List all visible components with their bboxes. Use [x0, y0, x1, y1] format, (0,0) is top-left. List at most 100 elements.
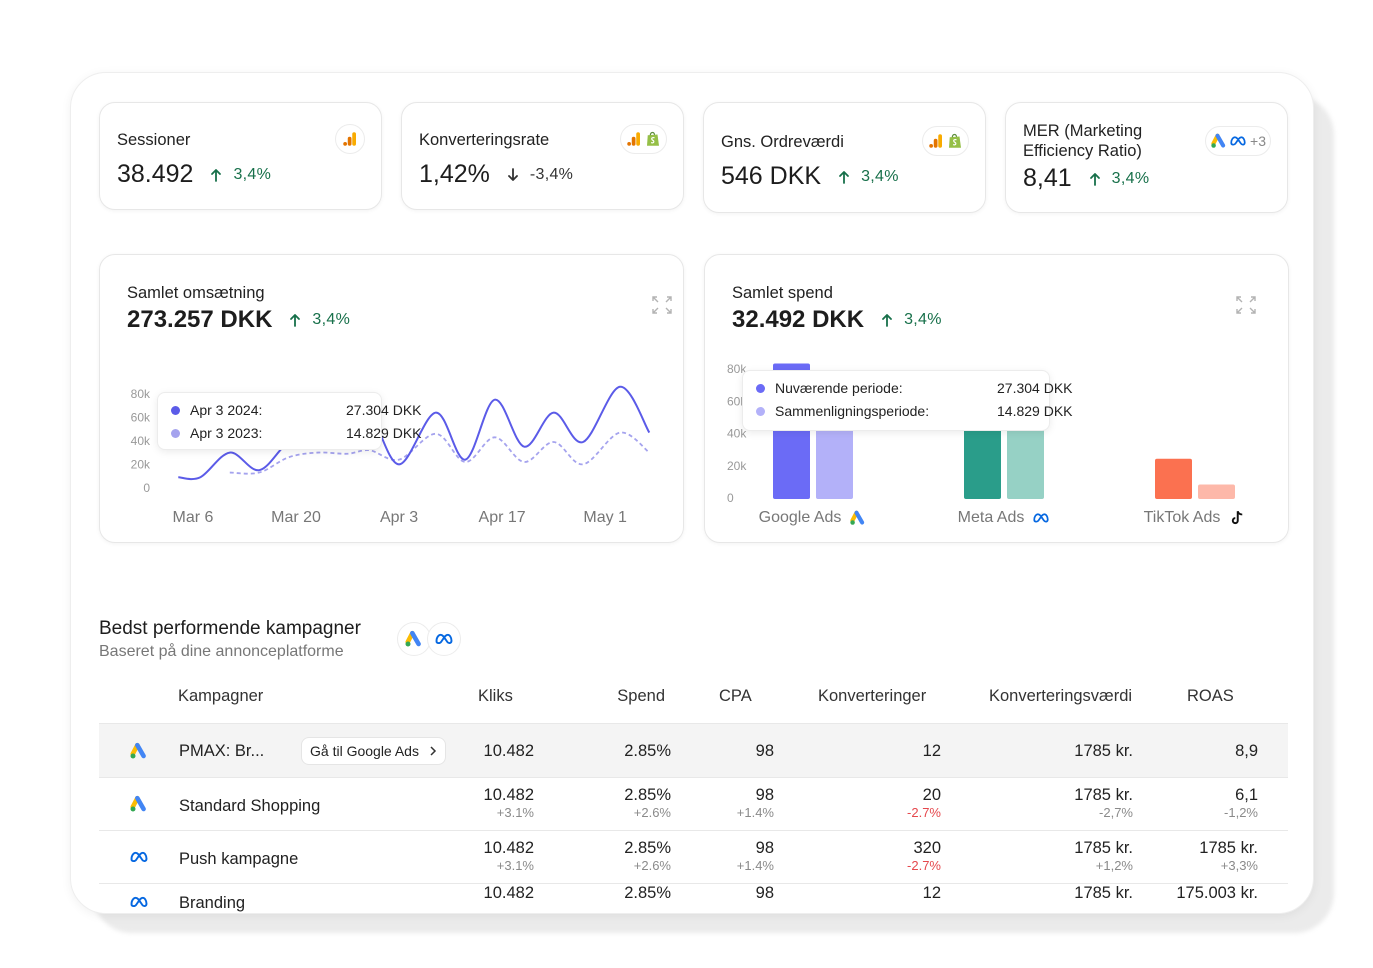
source-icons	[335, 124, 365, 154]
chevron	[430, 746, 437, 756]
cell-value: 12	[922, 884, 941, 902]
category-name: TikTok Ads	[1143, 509, 1221, 526]
change: 3,4%	[1111, 169, 1150, 187]
change: 3,4%	[233, 165, 272, 183]
icon-part	[211, 168, 222, 182]
kpi-card: MER (Marketing Efficiency Ratio) 8,41 3,4%…	[1005, 102, 1288, 213]
value-row: 1,42% -3,4%	[419, 160, 573, 189]
x-tick-label: May 1	[583, 509, 627, 526]
icon-part	[1232, 511, 1240, 525]
platform-icon	[949, 133, 961, 148]
cell-delta: -2.7%	[907, 858, 941, 873]
cell-value: 6,1	[1235, 786, 1258, 804]
value: 38.492	[117, 160, 194, 188]
dashboard: Sessioner 38.492 3,4% Konverteringsrate 1,42…	[70, 72, 1314, 914]
chart-title: Samlet spend	[732, 284, 833, 302]
icon-part	[130, 896, 148, 908]
icon-part	[636, 132, 640, 146]
icon-part	[929, 144, 933, 148]
cell-value: 2.85%	[624, 839, 671, 857]
cell-value: 10.482	[483, 839, 534, 857]
column-header: Spend	[617, 687, 665, 705]
cell-delta: -2.7%	[907, 805, 941, 820]
platform-icon	[647, 131, 659, 146]
tooltip-dot	[756, 407, 765, 416]
cell-value: 320	[913, 839, 941, 857]
value: 32.492 DKK	[732, 306, 865, 333]
icon-part	[1230, 136, 1246, 146]
trend-arrow	[1089, 172, 1100, 186]
icon-part	[410, 630, 421, 647]
campaign-name: PMAX: Br...	[179, 742, 265, 760]
cell-delta: +3,3%	[1220, 858, 1258, 873]
trend-arrow	[290, 314, 301, 327]
expand-button[interactable]	[1235, 295, 1257, 315]
kpi-card: Konverteringsrate 1,42% -3,4%	[401, 102, 684, 210]
cell-value: 1785 kr.	[1074, 742, 1133, 760]
tooltip-value: 14.829 DKK	[997, 403, 1073, 419]
cell-delta: +2.6%	[633, 858, 671, 873]
cell-value: 98	[755, 786, 774, 804]
category-label: TikTok Ads	[1105, 509, 1285, 527]
action-button[interactable]: Gå til Google Ads	[301, 737, 446, 765]
tooltip-label: Apr 3 2023:	[190, 425, 263, 441]
chart-card: Samlet omsætning 273.257 DKK 3,4% 0 20k 40k 60…	[99, 254, 684, 543]
icon-part	[405, 641, 411, 647]
x-tick-label: Mar 20	[271, 509, 321, 526]
icon-part	[631, 136, 636, 146]
icon-part	[952, 138, 957, 146]
line-chart: 0 20k 40k 60k 80k Mar 6 Mar 20 Apr 3 Apr 17 May 1	[131, 385, 651, 526]
tooltip: Apr 3 2024: 27.304 DKK Apr 3 2023: 14.829 D…	[157, 392, 422, 450]
icon-part	[938, 134, 942, 148]
change: 3,4%	[312, 311, 351, 328]
value-row: 38.492 3,4%	[117, 160, 271, 189]
y-tick-label: 20k	[131, 458, 151, 472]
column-header: Kampagner	[178, 687, 264, 705]
cell-value: 2.85%	[624, 786, 671, 804]
column-header: Konverteringer	[818, 687, 927, 705]
cell-delta: +1.4%	[736, 858, 774, 873]
x-tick-label: Apr 17	[479, 509, 526, 526]
change: 3,4%	[904, 311, 942, 328]
icon-part	[850, 520, 856, 525]
icon-part	[882, 314, 892, 327]
icon-part	[1089, 172, 1100, 186]
value: 273.257 DKK	[127, 306, 273, 333]
tooltip-value: 14.829 DKK	[346, 425, 422, 441]
expand-button[interactable]	[651, 295, 673, 315]
icon-part	[839, 170, 849, 184]
value: 1,42%	[419, 160, 490, 188]
bar	[964, 410, 1001, 499]
row-divider	[99, 830, 1288, 831]
y-tick-label: 80k	[727, 362, 747, 376]
y-tick-label: 0	[143, 481, 150, 495]
category-name: Meta Ads	[957, 509, 1025, 526]
cell-value: 1785 kr.	[1199, 839, 1258, 857]
row-highlight	[99, 724, 1288, 777]
icon-part	[650, 136, 655, 144]
row-divider	[99, 777, 1288, 778]
source-icons	[620, 124, 667, 154]
change: -3,4%	[529, 165, 574, 183]
campaign-name: Standard Shopping	[179, 797, 321, 815]
cell-value: 1785 kr.	[1074, 786, 1133, 804]
cell-delta: +2.6%	[633, 805, 671, 820]
category-label: Meta Ads	[914, 509, 1094, 527]
icon-part	[507, 167, 518, 181]
value-row: 546 DKK 3,4%	[721, 162, 899, 191]
y-tick-label: 60k	[131, 411, 151, 425]
icon-part	[652, 296, 672, 314]
cell-value: 2.85%	[624, 884, 671, 902]
campaign-name: Branding	[179, 894, 246, 912]
cell-value: 175.003 kr.	[1176, 884, 1258, 902]
cell-delta: +1,2%	[1095, 858, 1133, 873]
platform-icon	[850, 510, 865, 525]
platform-icon	[435, 633, 453, 645]
cell-delta: +3.1%	[496, 805, 534, 820]
campaign-name: Push kampagne	[179, 850, 299, 868]
x-tick-label: Mar 6	[173, 509, 214, 526]
icon-part	[347, 136, 352, 146]
platform-badge	[427, 622, 461, 656]
column-header: CPA	[719, 687, 752, 705]
tooltip-label: Apr 3 2024:	[190, 402, 263, 418]
